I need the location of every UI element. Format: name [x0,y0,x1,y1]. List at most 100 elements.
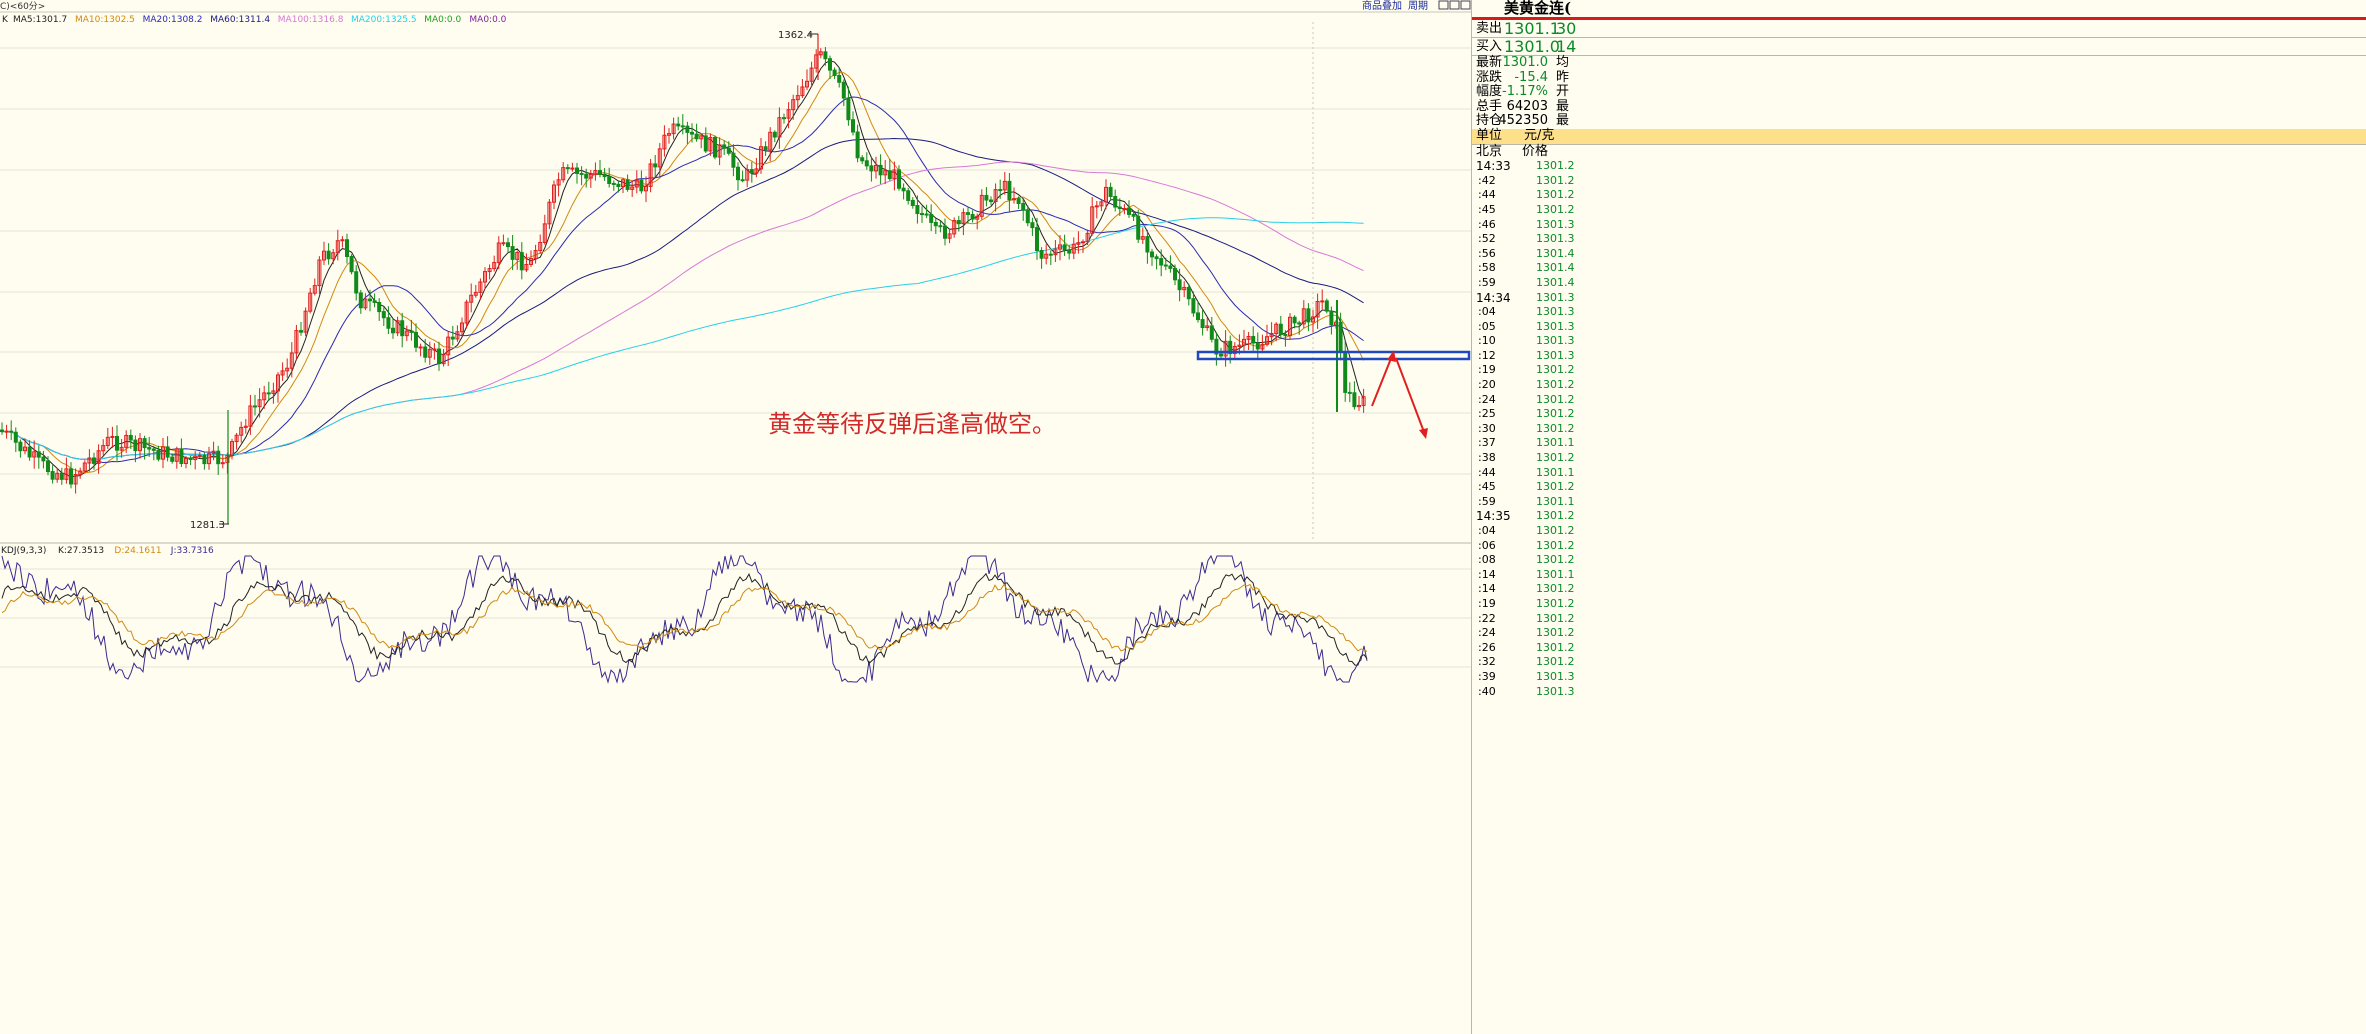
candle-body [947,233,952,239]
candle-body [151,448,156,451]
decline-arrowhead-icon [1419,428,1428,439]
overlay-link[interactable]: 商品叠加 [1362,0,1402,12]
candle-body [607,176,612,184]
candle-body [920,213,924,216]
tick-row: 14:33 1301.2 [1472,159,2366,174]
tick-time: :20 [1478,378,1496,392]
buy-price: 1301.0 [1504,37,1560,56]
candle-body [105,436,110,447]
stat-extra: 最 [1556,98,1570,114]
candle-body [1315,300,1320,318]
candle-body [1085,232,1090,243]
candle-body [473,291,478,296]
candle-body [460,322,464,333]
candle-body [4,430,9,433]
candle-body [1173,267,1177,281]
candle-body [1338,321,1343,352]
tick-price: 1301.2 [1536,392,1575,406]
support-zone-box [1196,350,1471,361]
tick-row: :04 1301.2 [1472,524,2366,539]
candle-body [1320,300,1325,303]
window-restore-icon[interactable] [1438,0,1449,10]
candle-body [345,239,349,258]
candle-body [1048,253,1053,256]
candle-body [754,168,759,174]
candle-body [496,242,501,264]
candle-body [363,298,368,309]
tick-price: 1301.3 [1536,290,1575,304]
candle-body [745,169,750,181]
candle-body [391,327,395,334]
candle-body [381,311,386,319]
tick-time: :45 [1478,480,1496,494]
candle-body [115,435,119,451]
candle-body [1002,180,1007,191]
candle-body [289,352,294,369]
tick-price: 1301.2 [1536,655,1575,669]
candle-body [64,468,69,480]
candle-body [690,131,694,135]
candle-body [634,179,639,188]
candle-body [837,74,842,83]
tick-time: :12 [1478,348,1496,362]
candle-body [1352,392,1357,408]
kdj-d-line [1,583,1368,652]
candle-body [1196,312,1200,321]
candle-body [1012,198,1016,201]
tick-price: 1301.2 [1536,640,1575,654]
tick-time: :46 [1478,217,1496,231]
legend-item: MA200:1325.5 [351,15,417,25]
candle-body [1039,250,1044,259]
rebound-arrow-line [1371,355,1393,407]
tick-price: 1301.2 [1536,626,1575,640]
buy-qty: 14 [1556,37,1577,56]
candle-body [59,472,64,480]
window-close-icon[interactable] [1460,0,1471,10]
candle-body [685,125,690,133]
stat-value: 1301.0 [1502,55,1549,70]
cycle-link[interactable]: 周期 [1408,0,1428,12]
tick-time: :30 [1478,421,1496,435]
candle-body [478,281,483,293]
tick-price: 1301.2 [1536,407,1575,421]
candle-body [763,146,768,151]
candle-body [699,135,704,140]
candle-body [82,462,87,472]
candle-body [1177,279,1182,291]
kdj-legend: K:27.3513 D:24.1611 J:33.7316 [58,546,214,556]
candle-body [1237,344,1242,347]
candle-body [533,250,538,260]
tick-price: 1301.3 [1536,348,1575,362]
candle-body [9,430,14,433]
candle-body [667,133,671,136]
buy-row[interactable]: 买入 1301.0 14 [1472,37,2366,55]
stat-label: 总手 [1476,98,1503,114]
candle-body [317,259,322,287]
stat-label: 最新 [1476,55,1503,70]
candle-body [616,183,621,188]
candle-body [1007,180,1012,201]
stat-extra: 最 [1556,113,1570,129]
candle-body [671,123,676,135]
candle-body [1278,323,1283,335]
candle-body [243,425,248,428]
candle-body [27,446,32,458]
candle-body [708,136,713,152]
candle-body [1255,342,1260,350]
candle-body [483,271,487,283]
candle-body [184,458,188,464]
candle-body [966,212,970,215]
candle-body [556,179,561,186]
tick-row: :25 1301.2 [1472,407,2366,422]
candle-body [1288,316,1292,337]
candle-body [409,330,414,333]
stat-row: 持仓 452350 最 [1472,114,2366,129]
candle-body [1324,300,1329,312]
tick-row: :08 1301.2 [1472,553,2366,568]
window-maximize-icon[interactable] [1449,0,1460,10]
candle-body [142,438,147,449]
candle-body [901,187,906,192]
candle-body [207,453,211,465]
sell-row[interactable]: 卖出 1301.1 30 [1472,20,2366,37]
candlesticks [0,34,1366,524]
